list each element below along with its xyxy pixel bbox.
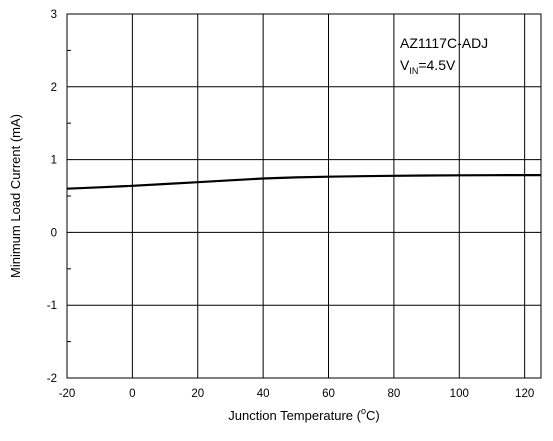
x-tick-label: 0 [129, 388, 135, 400]
y-axis-title: Minimum Load Current (mA) [8, 114, 23, 278]
grid [67, 14, 541, 378]
y-tick-label: -1 [47, 300, 57, 312]
x-tick-label: 60 [322, 388, 335, 400]
annotation: AZ1117C-ADJ VIN=4.5V [400, 35, 488, 76]
annotation-value: =4.5V [418, 57, 456, 73]
x-tick-label: 100 [450, 388, 469, 400]
y-tick-label: -2 [47, 373, 57, 385]
minor-ticks [67, 49, 71, 343]
y-tick-label: 1 [51, 155, 57, 167]
x-axis-title: Junction Temperature (oC) [228, 406, 379, 423]
x-tick-label: 80 [387, 388, 400, 400]
x-tick-label: -20 [59, 388, 76, 400]
series-line [66, 174, 541, 190]
annotation-part-number: AZ1117C-ADJ [400, 35, 488, 51]
y-tick-label: 3 [51, 9, 57, 21]
x-axis-title-degree: o [361, 406, 366, 416]
y-tick-label: 0 [51, 227, 57, 239]
x-tick-label: 20 [191, 388, 204, 400]
plot-frame [66, 13, 542, 379]
x-axis-title-unit: C) [366, 408, 380, 423]
y-tick-labels: 3 2 1 0 -1 -2 [47, 9, 57, 385]
x-axis-title-main: Junction Temperature ( [228, 408, 361, 423]
annotation-v: V [400, 57, 410, 73]
y-tick-label: 2 [51, 82, 57, 94]
x-tick-label: 120 [515, 388, 534, 400]
annotation-input-voltage: VIN=4.5V [400, 57, 456, 76]
x-tick-labels: -20 0 20 40 60 80 100 120 [59, 388, 535, 400]
x-tick-label: 40 [257, 388, 270, 400]
annotation-subscript: IN [409, 66, 418, 76]
